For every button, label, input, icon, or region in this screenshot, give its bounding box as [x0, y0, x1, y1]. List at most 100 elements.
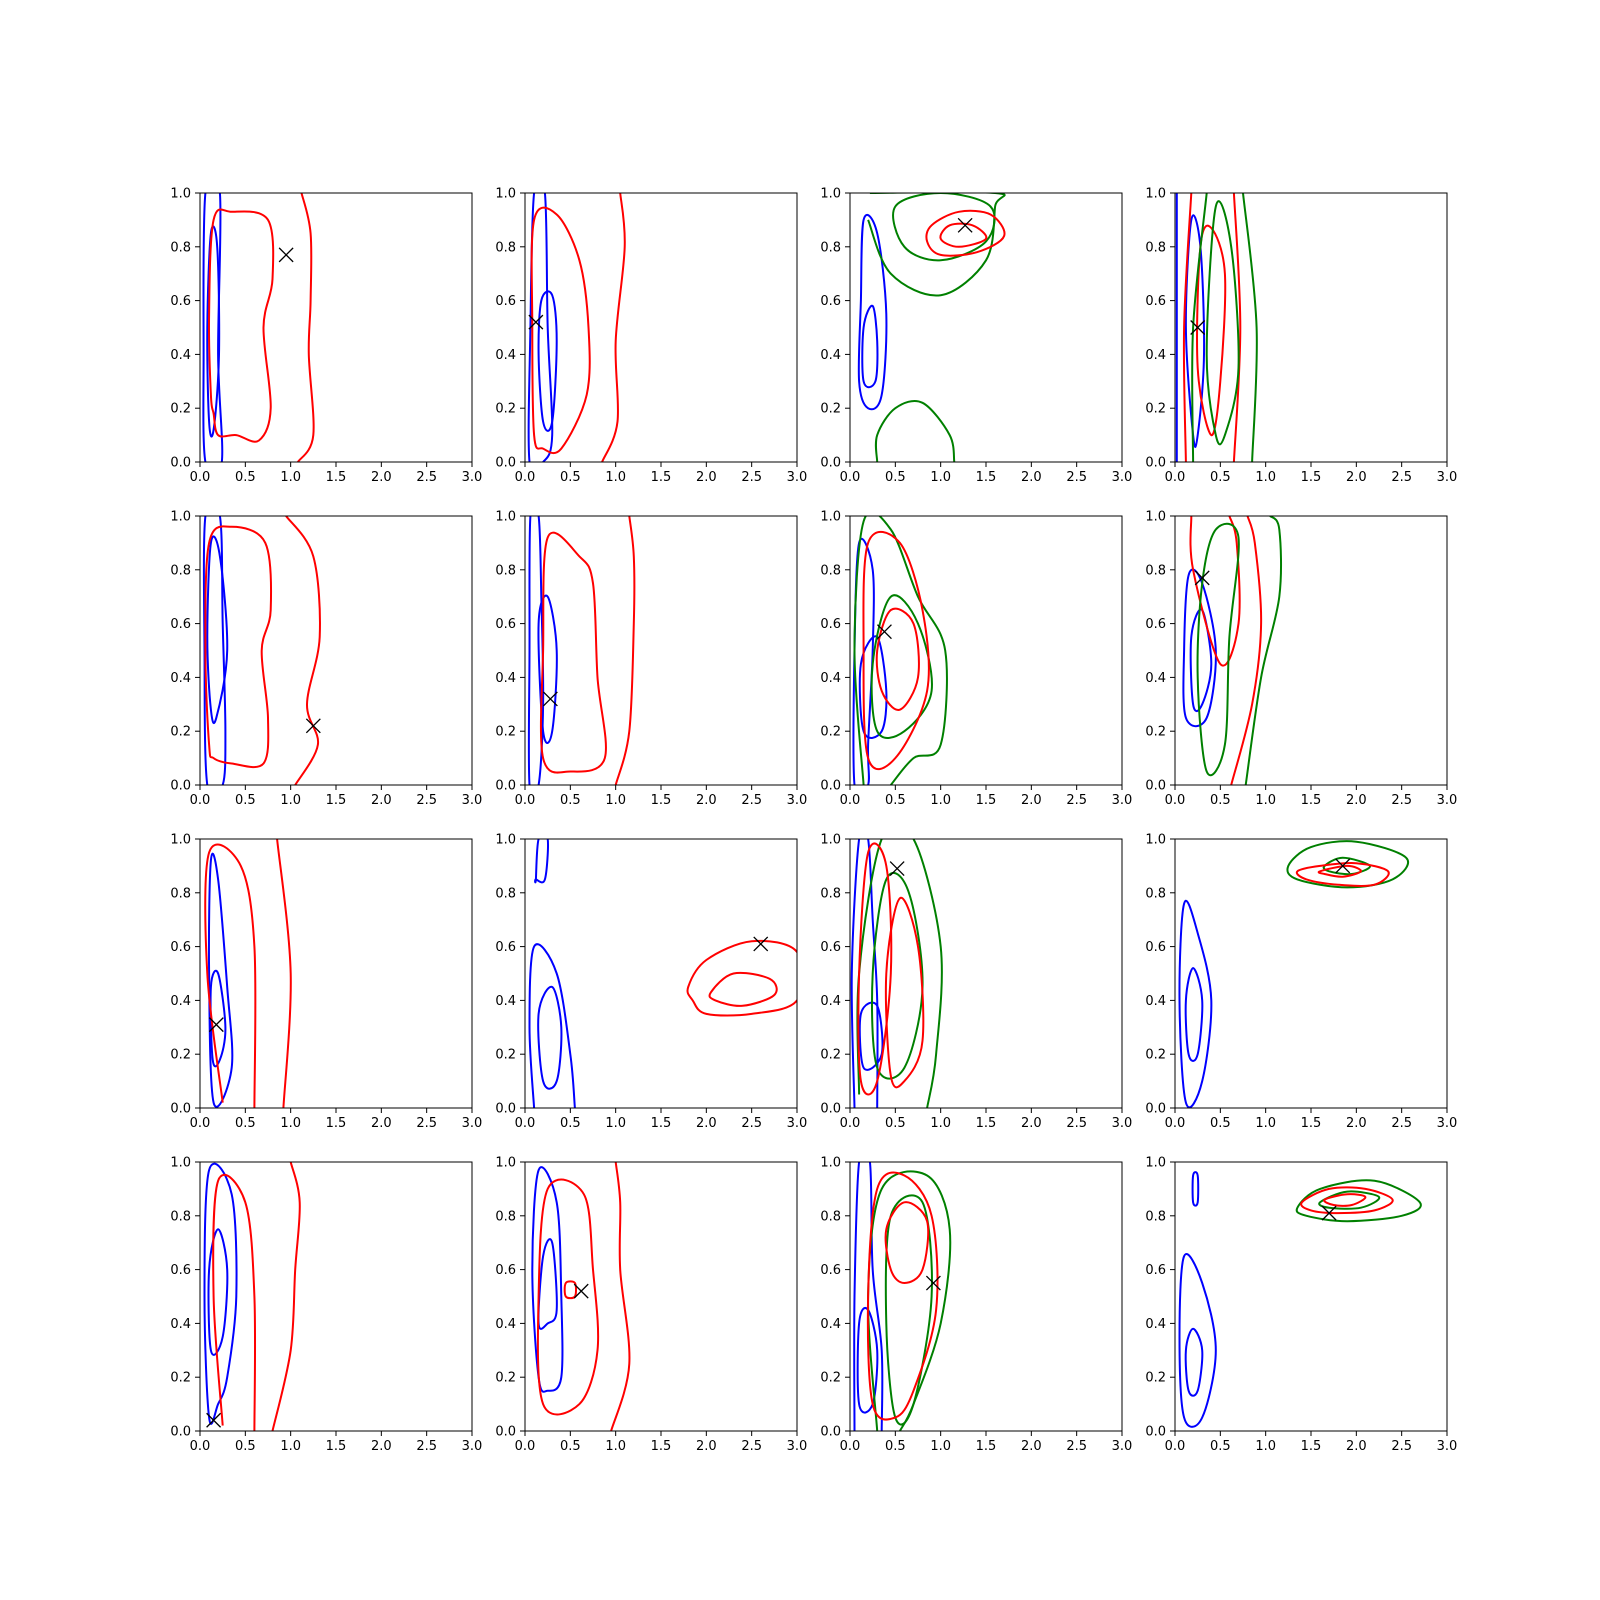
y-tick-label: 1.0	[820, 510, 841, 525]
subplot-r1-c2: 0.0 0.5 1.0 1.5 2.0 2.5 3.0 0.0 0.2 0.4 0.6 0.8 1.0	[820, 510, 1132, 809]
x-tick-label: 3.0	[1437, 1116, 1458, 1131]
contour-green	[871, 871, 924, 1080]
x-tick-label: 1.0	[605, 1116, 626, 1131]
y-tick-label: 0.8	[170, 240, 191, 255]
x-tick-label: 1.5	[1301, 793, 1322, 808]
x-tick-label: 2.0	[696, 470, 717, 485]
y-tick-label: 0.2	[495, 1048, 516, 1063]
x-tick-label: 0.0	[190, 470, 211, 485]
contour-blue	[206, 225, 221, 438]
y-tick-label: 0.0	[495, 1425, 516, 1440]
x-tick-label: 2.0	[371, 793, 392, 808]
x-tick-label: 2.5	[1066, 1439, 1087, 1454]
contour-blue	[1189, 608, 1213, 713]
y-tick-label: 0.8	[1145, 240, 1166, 255]
contour-red	[1230, 516, 1263, 785]
contour-green	[892, 193, 996, 262]
contour-green	[1205, 200, 1240, 446]
y-tick-label: 1.0	[820, 187, 841, 202]
subplot-r0-c1: 0.0 0.5 1.0 1.5 2.0 2.5 3.0 0.0 0.2 0.4 0.6 0.8 1.0	[495, 187, 807, 486]
contour-red	[1317, 864, 1362, 878]
x-marker	[573, 1283, 589, 1299]
y-tick-label: 0.8	[170, 886, 191, 901]
x-tick-label: 3.0	[1112, 793, 1133, 808]
y-tick-label: 0.0	[170, 456, 191, 471]
x-tick-label: 1.0	[280, 793, 301, 808]
x-tick-label: 1.5	[326, 470, 347, 485]
x-marker	[206, 1412, 222, 1428]
contour-layer	[1182, 516, 1283, 785]
contour-layer	[852, 516, 948, 785]
x-tick-label: 2.5	[741, 1439, 762, 1454]
x-tick-label: 0.0	[190, 793, 211, 808]
y-tick-label: 0.4	[1145, 348, 1166, 363]
y-tick-label: 1.0	[495, 187, 516, 202]
contour-blue	[202, 193, 224, 462]
contour-green	[1322, 856, 1371, 876]
x-tick-label: 2.0	[696, 1116, 717, 1131]
contour-red	[563, 1280, 578, 1300]
contour-green	[1244, 516, 1283, 785]
x-tick-label: 0.5	[1210, 470, 1231, 485]
contour-layer	[531, 1162, 631, 1431]
x-tick-label: 2.0	[696, 793, 717, 808]
axes-frame	[524, 838, 798, 1109]
y-tick-label: 0.8	[820, 1209, 841, 1224]
y-tick-label: 1.0	[170, 187, 191, 202]
axes-frame	[199, 192, 473, 463]
y-tick-label: 0.4	[820, 348, 841, 363]
y-tick-label: 0.8	[1145, 1209, 1166, 1224]
y-tick-label: 1.0	[495, 510, 516, 525]
contour-layer	[857, 193, 1006, 462]
contour-blue	[1178, 1253, 1217, 1428]
contour-layer	[528, 839, 797, 1108]
x-tick-label: 2.5	[1066, 1116, 1087, 1131]
x-tick-label: 1.0	[605, 470, 626, 485]
x-marker	[305, 718, 321, 734]
contour-red	[271, 1162, 301, 1431]
contour-red	[601, 193, 626, 462]
y-tick-label: 0.6	[820, 940, 841, 955]
contour-layer	[527, 516, 636, 785]
x-tick-label: 3.0	[1437, 470, 1458, 485]
x-tick-label: 3.0	[462, 793, 483, 808]
contour-green	[867, 193, 1006, 297]
x-tick-label: 1.0	[1255, 793, 1276, 808]
y-tick-label: 0.8	[495, 240, 516, 255]
x-tick-label: 0.5	[1210, 1116, 1231, 1131]
x-marker	[1190, 320, 1206, 335]
y-tick-label: 1.0	[170, 833, 191, 848]
contour-blue	[858, 635, 888, 739]
y-tick-label: 1.0	[1145, 833, 1166, 848]
x-tick-label: 2.0	[371, 1439, 392, 1454]
contour-red	[1323, 1193, 1367, 1207]
contour-blue	[527, 516, 545, 785]
x-tick-label: 0.5	[885, 793, 906, 808]
x-tick-label: 2.0	[371, 470, 392, 485]
x-tick-label: 1.5	[651, 793, 672, 808]
contour-blue	[206, 535, 229, 725]
subplot-r1-c1: 0.0 0.5 1.0 1.5 2.0 2.5 3.0 0.0 0.2 0.4 0.6 0.8 1.0	[495, 510, 807, 809]
y-tick-label: 0.4	[170, 1317, 191, 1332]
y-tick-label: 0.4	[495, 671, 516, 686]
x-tick-label: 1.0	[930, 1116, 951, 1131]
x-tick-label: 1.0	[930, 1439, 951, 1454]
x-tick-label: 1.0	[1255, 1116, 1276, 1131]
y-tick-label: 1.0	[1145, 510, 1166, 525]
subplot-r3-c3: 0.0 0.5 1.0 1.5 2.0 2.5 3.0 0.0 0.2 0.4 0.6 0.8 1.0	[1145, 1156, 1457, 1455]
y-tick-label: 0.2	[820, 1371, 841, 1386]
contour-green	[1196, 522, 1240, 777]
contour-layer	[1178, 1171, 1422, 1428]
x-tick-label: 3.0	[787, 1439, 808, 1454]
subplot-r2-c2: 0.0 0.5 1.0 1.5 2.0 2.5 3.0 0.0 0.2 0.4 0.6 0.8 1.0	[820, 833, 1132, 1132]
y-tick-label: 0.6	[495, 1263, 516, 1278]
y-tick-label: 0.4	[820, 671, 841, 686]
y-tick-label: 0.8	[170, 563, 191, 578]
y-tick-label: 0.0	[1145, 1425, 1166, 1440]
y-tick-label: 0.0	[170, 1425, 191, 1440]
contour-red	[708, 971, 778, 1007]
x-tick-label: 1.5	[976, 1439, 997, 1454]
x-marker	[925, 1275, 941, 1291]
y-tick-label: 0.8	[495, 563, 516, 578]
axes-frame	[849, 192, 1123, 463]
